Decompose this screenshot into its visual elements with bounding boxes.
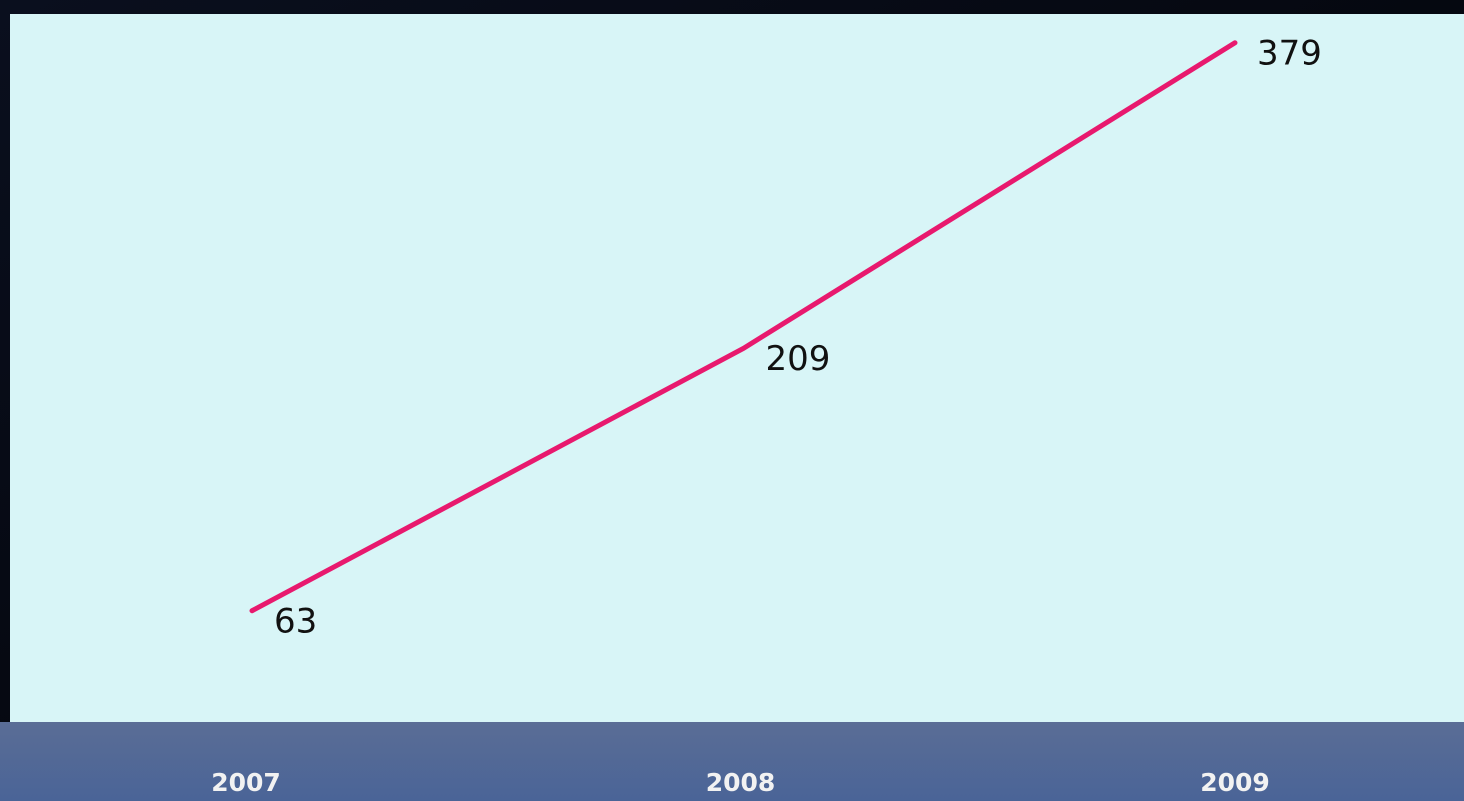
plot-area (10, 14, 1464, 722)
value-label: 209 (766, 339, 831, 379)
line (249, 40, 1238, 614)
x-tick-label: 2009 (1200, 768, 1270, 797)
x-tick-label: 2007 (211, 768, 281, 797)
value-label: 63 (274, 601, 317, 641)
x-tick-label: 2008 (706, 768, 776, 797)
value-label: 379 (1257, 33, 1322, 73)
axis-band (0, 722, 1464, 801)
